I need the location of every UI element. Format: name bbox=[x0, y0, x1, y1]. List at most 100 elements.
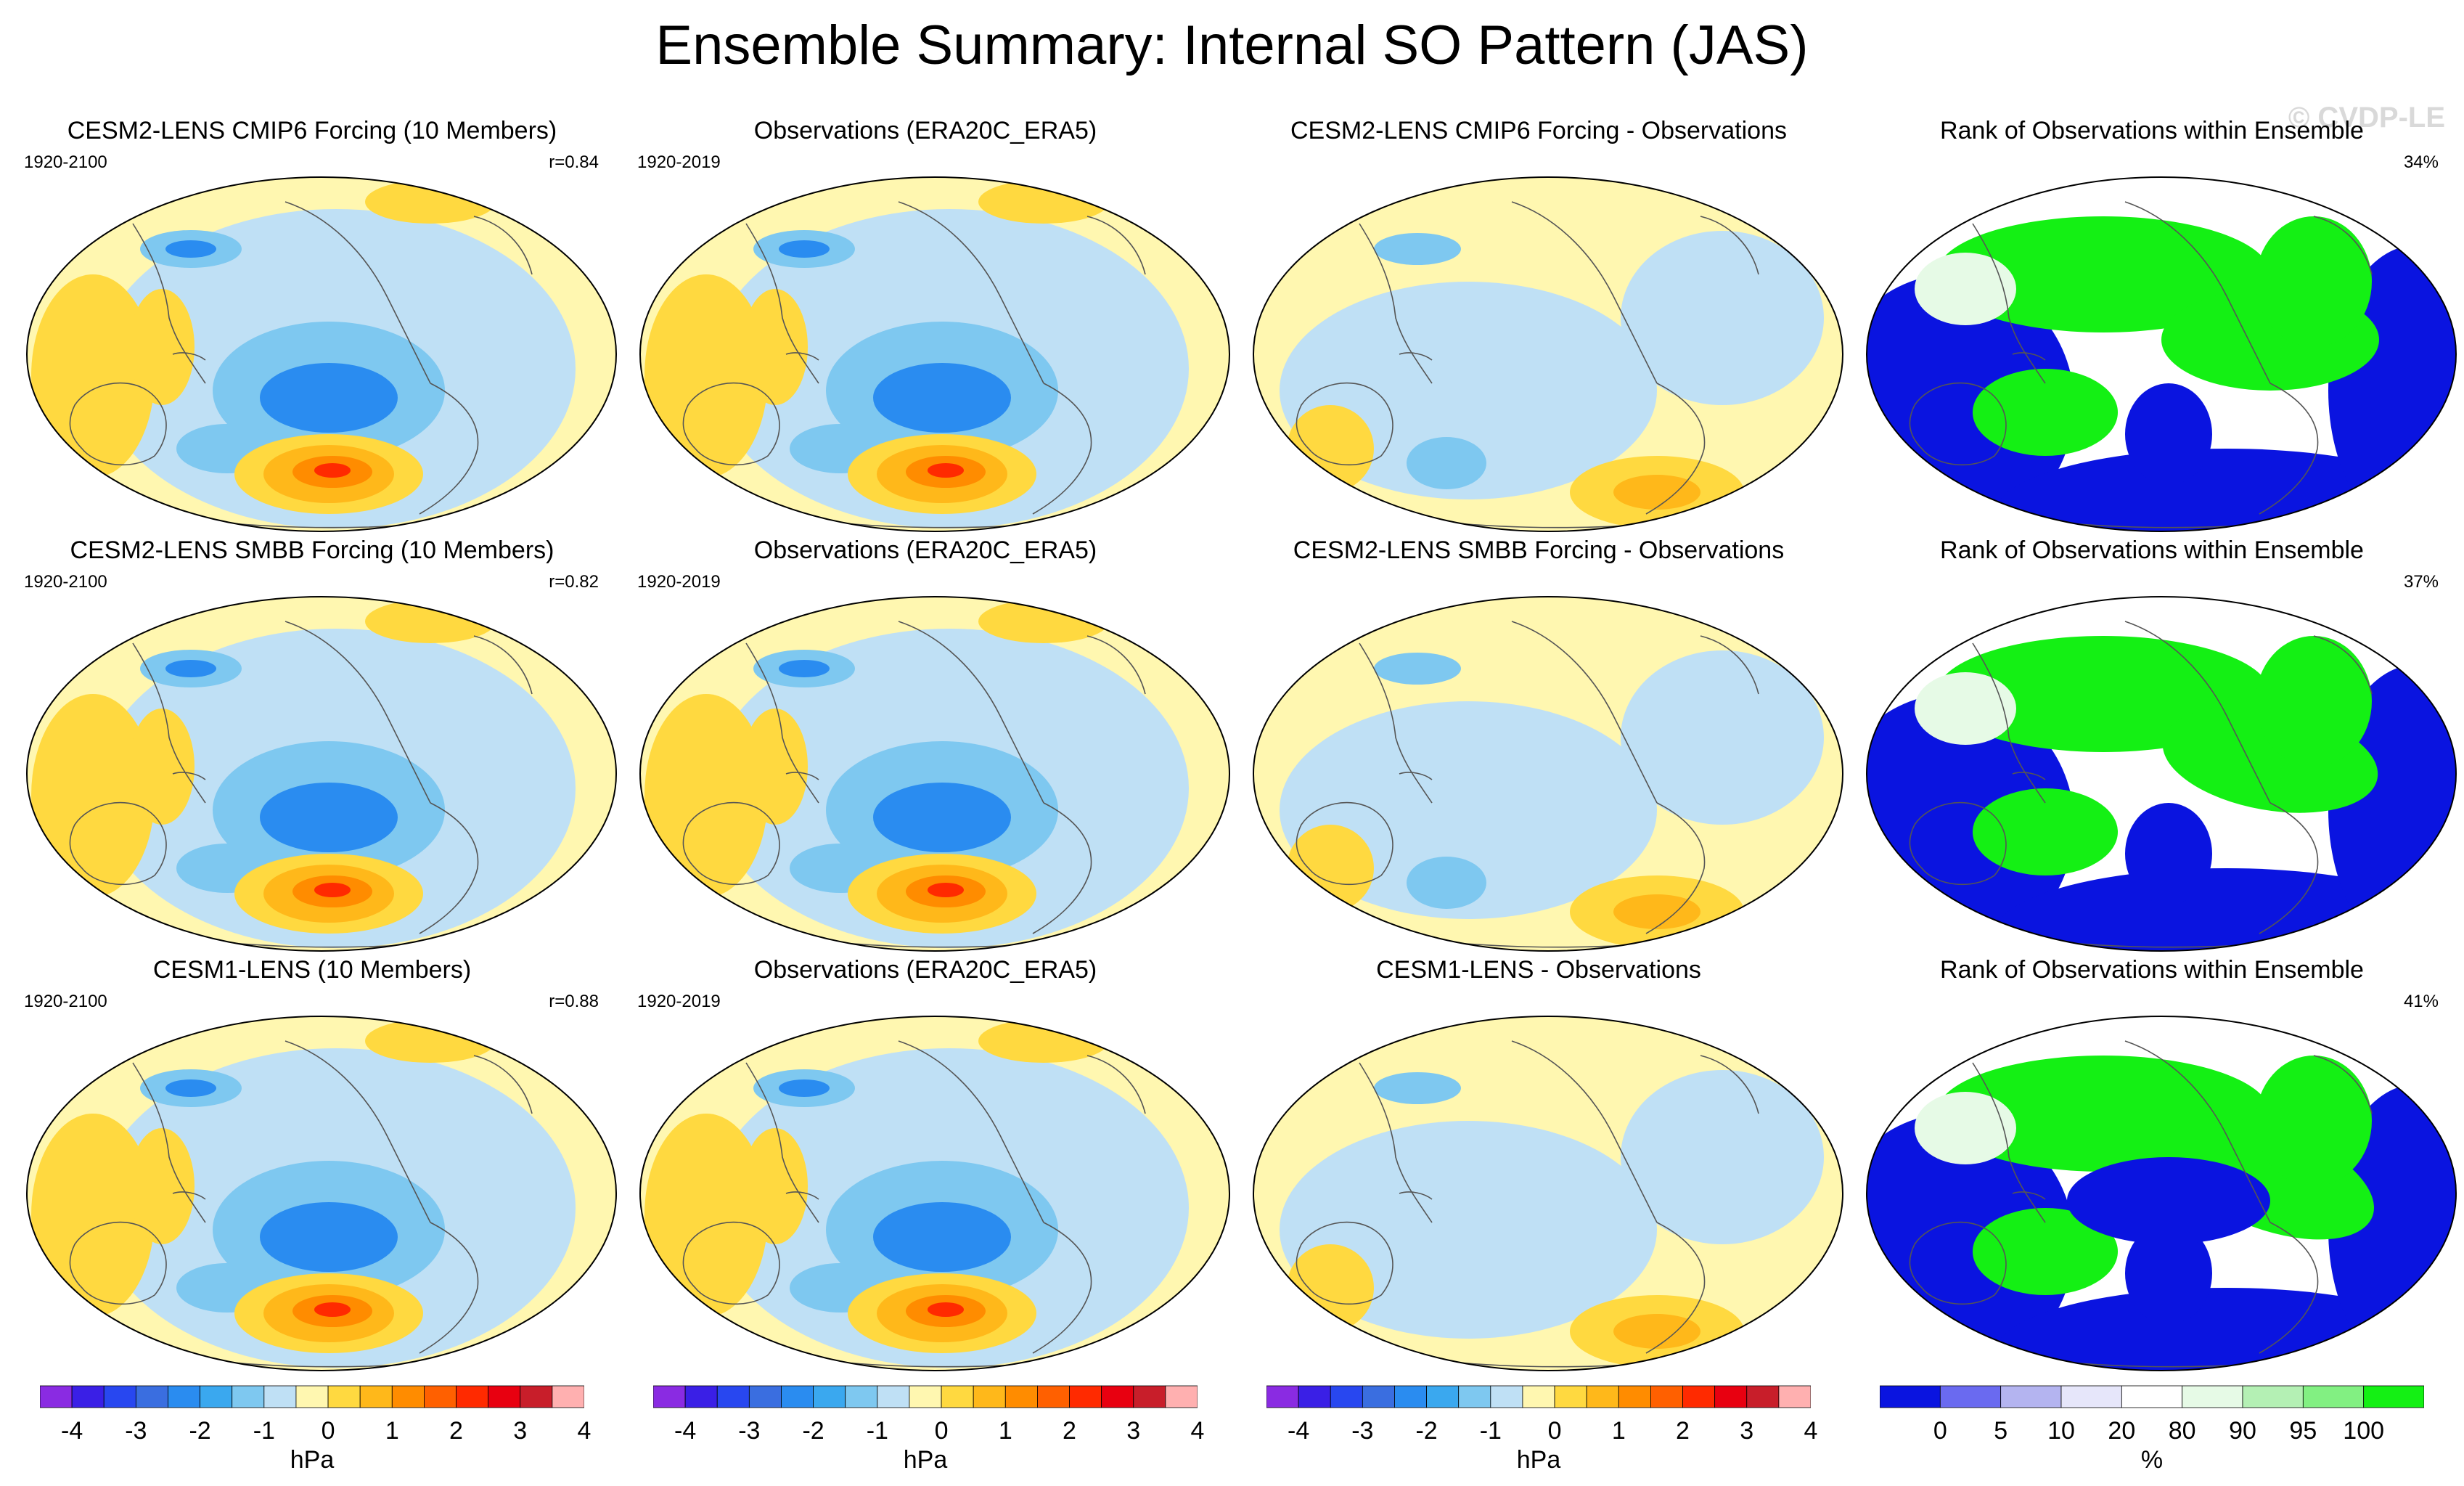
colorbar-unit-label: hPa bbox=[903, 1446, 948, 1474]
coastline-3 bbox=[1032, 1222, 1092, 1354]
panel-title: Observations (ERA20C_ERA5) bbox=[753, 536, 1097, 564]
coastline-6 bbox=[172, 1191, 206, 1200]
negative-anomaly-region bbox=[1280, 701, 1657, 919]
colorbar-swatch bbox=[135, 1385, 168, 1408]
positive-anomaly-indian bbox=[31, 274, 155, 478]
globe-map bbox=[1251, 173, 1846, 539]
colorbar-swatch bbox=[40, 1385, 73, 1408]
negative-anomaly-atlantic bbox=[1621, 650, 1824, 825]
globe-map bbox=[24, 592, 619, 959]
colorbar-swatch bbox=[845, 1385, 878, 1408]
colorbar-tick-label: 2 bbox=[449, 1417, 463, 1445]
map-panel-model-row3: CESM1-LENS (10 Members) 1920-2100 r=0.88 bbox=[11, 955, 617, 1376]
globe-outline bbox=[1253, 596, 1843, 952]
colorbar-tick-label: -2 bbox=[1415, 1417, 1438, 1445]
positive-anomaly-core bbox=[1613, 475, 1700, 510]
rank-high-region-atlantic bbox=[2256, 216, 2372, 347]
coastline-1 bbox=[1296, 382, 1393, 466]
positive-anomaly-maritime bbox=[129, 1128, 195, 1244]
colorbar-tick-label: 0 bbox=[1547, 1417, 1562, 1445]
coastline-1 bbox=[1909, 1221, 2007, 1305]
coastline-2 bbox=[285, 621, 431, 804]
coastline-2 bbox=[1511, 1040, 1658, 1223]
colorbar-tick-label: -3 bbox=[738, 1417, 761, 1445]
colorbar-tick-label: -1 bbox=[253, 1417, 275, 1445]
coastline-3 bbox=[1645, 383, 1706, 515]
rank-pale-region bbox=[1915, 672, 2016, 745]
coastline-5 bbox=[2313, 635, 2373, 695]
coastline-3 bbox=[419, 1222, 479, 1354]
colorbar-swatch bbox=[1490, 1385, 1523, 1408]
positive-anomaly-maritime bbox=[129, 709, 195, 825]
positive-anomaly-south-core bbox=[928, 883, 964, 897]
coastline-2 bbox=[1511, 201, 1658, 384]
negative-anomaly-nw-core bbox=[165, 1079, 216, 1097]
colorbar-tick-label: 0 bbox=[1933, 1417, 1947, 1445]
colorbar-swatch bbox=[941, 1385, 974, 1408]
coastline-6 bbox=[2012, 352, 2046, 361]
panel-title: Rank of Observations within Ensemble bbox=[1940, 117, 2364, 144]
rank-high-region-pacific bbox=[1973, 369, 2118, 456]
positive-anomaly-core bbox=[1613, 894, 1700, 929]
negative-anomaly-core bbox=[260, 1202, 398, 1272]
negative-anomaly-nw-core bbox=[779, 1079, 830, 1097]
negative-anomaly-nw-pacific bbox=[1374, 653, 1461, 685]
coastline-6 bbox=[2012, 1191, 2046, 1200]
globe-map bbox=[24, 173, 619, 539]
negative-anomaly-core bbox=[260, 783, 398, 852]
negative-anomaly-nw-core bbox=[779, 660, 830, 677]
colorbar-swatch bbox=[781, 1385, 814, 1408]
panel-title: Observations (ERA20C_ERA5) bbox=[753, 117, 1097, 144]
positive-anomaly-indian bbox=[31, 1114, 155, 1317]
colorbar-swatch bbox=[1394, 1385, 1427, 1408]
positive-anomaly-south-core bbox=[928, 463, 964, 478]
rank-pale-region bbox=[1915, 253, 2016, 325]
colorbar-tick-label: -1 bbox=[866, 1417, 888, 1445]
colorbar-swatch bbox=[1101, 1385, 1134, 1408]
coastline-5 bbox=[1700, 635, 1759, 695]
colorbar-4: 0 5 10 20 80 90 95 100% bbox=[1880, 1385, 2431, 1474]
coastline-5 bbox=[473, 635, 533, 695]
positive-anomaly-south-core bbox=[314, 883, 351, 897]
colorbar-swatch bbox=[748, 1385, 782, 1408]
panel-period: 1920-2019 bbox=[637, 572, 721, 592]
coastline-2 bbox=[898, 621, 1044, 804]
colorbar-swatch bbox=[716, 1385, 750, 1408]
colorbar-2: -4 -3 -2 -1 0 1 2 3 4 hPa bbox=[653, 1385, 1205, 1474]
panel-title: CESM2-LENS SMBB Forcing (10 Members) bbox=[70, 536, 554, 564]
colorbar-tick-label: 4 bbox=[577, 1417, 592, 1445]
negative-anomaly-core bbox=[873, 783, 1011, 852]
colorbar-swatch bbox=[1362, 1385, 1395, 1408]
negative-anomaly-nw-pacific bbox=[1374, 1072, 1461, 1104]
map-panel-obs-row1: Observations (ERA20C_ERA5) 1920-2019 bbox=[624, 116, 1230, 537]
pattern-correlation: r=0.84 bbox=[549, 152, 599, 172]
colorbar-tick-label: 1 bbox=[385, 1417, 399, 1445]
positive-anomaly-indian bbox=[1287, 825, 1374, 912]
negative-anomaly-tasman bbox=[1407, 437, 1486, 489]
colorbar-tick-label: 3 bbox=[1740, 1417, 1754, 1445]
coastline-0 bbox=[132, 223, 206, 384]
globe-outline bbox=[639, 1016, 1230, 1371]
rank-low-region-central bbox=[2125, 1222, 2212, 1324]
rank-low-region-south bbox=[1994, 868, 2456, 951]
globe-outline bbox=[1253, 1016, 1843, 1371]
map-panel-obs-row3: Observations (ERA20C_ERA5) 1920-2019 bbox=[624, 955, 1230, 1376]
panel-title: Observations (ERA20C_ERA5) bbox=[753, 956, 1097, 984]
coastline-3 bbox=[2259, 802, 2319, 934]
positive-anomaly-south-core bbox=[314, 463, 351, 478]
colorbar-swatch bbox=[424, 1385, 457, 1408]
colorbar-swatch bbox=[653, 1385, 686, 1408]
colorbar-tick-label: -2 bbox=[802, 1417, 824, 1445]
coastline-6 bbox=[2012, 772, 2046, 780]
colorbar-tick-label: 1 bbox=[1611, 1417, 1626, 1445]
colorbar-swatch bbox=[1330, 1385, 1363, 1408]
rank-low-region-central bbox=[2125, 383, 2212, 485]
colorbar-tick-label: 2 bbox=[1676, 1417, 1690, 1445]
coastline-3 bbox=[1032, 802, 1092, 934]
negative-anomaly-nw-core bbox=[165, 240, 216, 258]
colorbar-tick-label: 2 bbox=[1063, 1417, 1076, 1445]
colorbar-swatch bbox=[1939, 1385, 2002, 1408]
colorbar-swatch bbox=[684, 1385, 718, 1408]
coastline-5 bbox=[473, 1055, 533, 1114]
colorbar-tick-label: 100 bbox=[2343, 1417, 2385, 1445]
